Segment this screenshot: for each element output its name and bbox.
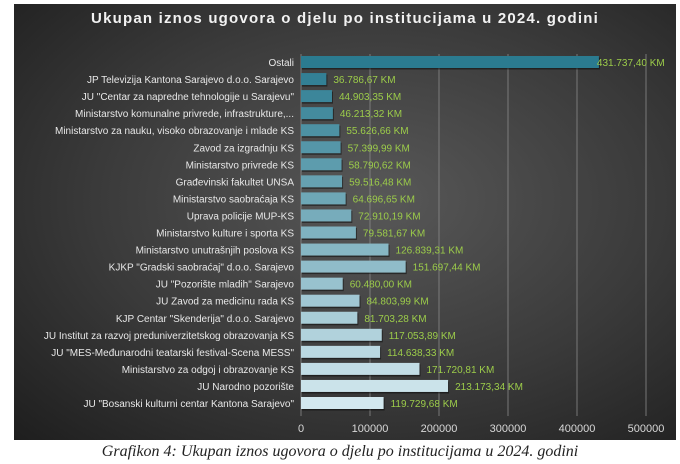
data-label: 81.703,28 KM [364, 314, 426, 325]
data-label: 46.213,32 KM [340, 109, 402, 120]
bar [301, 277, 343, 290]
category-label: JU "Bosanski kulturni centar Kantona Sar… [83, 399, 294, 410]
bar [301, 362, 420, 375]
x-tick-label: 100000 [352, 423, 389, 435]
category-label: Ministarstvo komunalne privrede, infrast… [75, 109, 294, 120]
data-label: 36.786,67 KM [333, 75, 395, 86]
category-label: KJKP "Gradski saobraćaj" d.o.o. Sarajevo [109, 263, 295, 274]
bar [301, 73, 327, 86]
bar [301, 141, 341, 154]
category-label: Ministarstvo privrede KS [186, 160, 295, 171]
bar [301, 192, 346, 205]
data-label: 171.720,81 KM [426, 365, 494, 376]
x-tick-label: 300000 [490, 423, 527, 435]
x-tick-label: 400000 [559, 423, 596, 435]
category-label: Zavod za izgradnju KS [193, 143, 294, 154]
bar [301, 124, 340, 137]
bar [301, 56, 599, 68]
bar [301, 90, 332, 103]
data-label: 59.516,48 KM [349, 177, 411, 188]
category-label: JU Institut za razvoj preduniverzitetsko… [44, 331, 294, 342]
category-label: KJP Centar "Skenderija" d.o.o. Sarajevo [116, 314, 295, 325]
data-label: 151.697,44 KM [413, 263, 481, 274]
data-label: 44.903,35 KM [339, 92, 401, 103]
chart-title: Ukupan iznos ugovora o djelu po instituc… [91, 10, 599, 27]
data-label: 431.737,40 KM [597, 58, 665, 69]
bar [301, 345, 381, 358]
data-label: 213.173,34 KM [455, 382, 523, 393]
data-label: 57.399,99 KM [348, 143, 410, 154]
data-label: 58.790,62 KM [349, 160, 411, 171]
data-label: 117.053,89 KM [389, 331, 456, 342]
bar [301, 226, 356, 239]
bar [301, 260, 406, 273]
category-label: Ministarstvo saobraćaja KS [173, 194, 294, 205]
bar [301, 175, 343, 188]
category-label: Ostali [268, 58, 294, 69]
data-label: 126.839,31 KM [396, 246, 464, 257]
category-label: JP Televizija Kantona Sarajevo d.o.o. Sa… [87, 75, 294, 86]
bar [301, 158, 342, 171]
bar [301, 397, 384, 409]
bar-chart: Ukupan iznos ugovora o djelu po instituc… [44, 10, 665, 435]
figure-caption: Grafikon 4: Ukupan iznos ugovora o djelu… [101, 443, 579, 460]
category-label: Ministarstvo kulture i sporta KS [156, 229, 294, 240]
bar [301, 294, 360, 307]
data-label: 64.696,65 KM [353, 194, 415, 205]
category-label: Uprava policije MUP-KS [187, 211, 295, 222]
category-label: Ministarstvo unutrašnjih poslova KS [136, 246, 295, 257]
bar [301, 328, 382, 341]
data-label: 60.480,00 KM [350, 280, 412, 291]
data-label: 72.910,19 KM [358, 211, 420, 222]
data-label: 79.581,67 KM [363, 229, 425, 240]
bar [301, 107, 333, 120]
data-label: 119.729,68 KM [391, 399, 458, 410]
x-tick-label: 200000 [421, 423, 458, 435]
category-label: JU Narodno pozorište [197, 382, 294, 393]
category-label: JU "Centar za napredne tehnologije u Sar… [82, 92, 295, 103]
category-label: Građevinski fakultet UNSA [176, 177, 295, 188]
data-label: 84.803,99 KM [367, 297, 429, 308]
data-label: 114.638,33 KM [387, 348, 454, 359]
category-label: JU "Pozorište mladih" Sarajevo [156, 280, 295, 291]
x-tick-label: 0 [298, 423, 304, 435]
data-label: 55.626,66 KM [346, 126, 408, 137]
bar [301, 243, 389, 256]
category-label: JU Zavod za medicinu rada KS [156, 297, 294, 308]
bar [301, 379, 449, 392]
bar [301, 209, 352, 222]
bar [301, 311, 358, 324]
category-label: JU "MES-Međunarodni teatarski festival-S… [51, 348, 294, 359]
x-tick-label: 500000 [628, 423, 665, 435]
category-label: Ministarstvo za nauku, visoko obrazovanj… [55, 126, 294, 137]
category-label: Ministarstvo za odgoj i obrazovanje KS [122, 365, 295, 376]
chart-panel: Ukupan iznos ugovora o djelu po instituc… [14, 4, 676, 440]
